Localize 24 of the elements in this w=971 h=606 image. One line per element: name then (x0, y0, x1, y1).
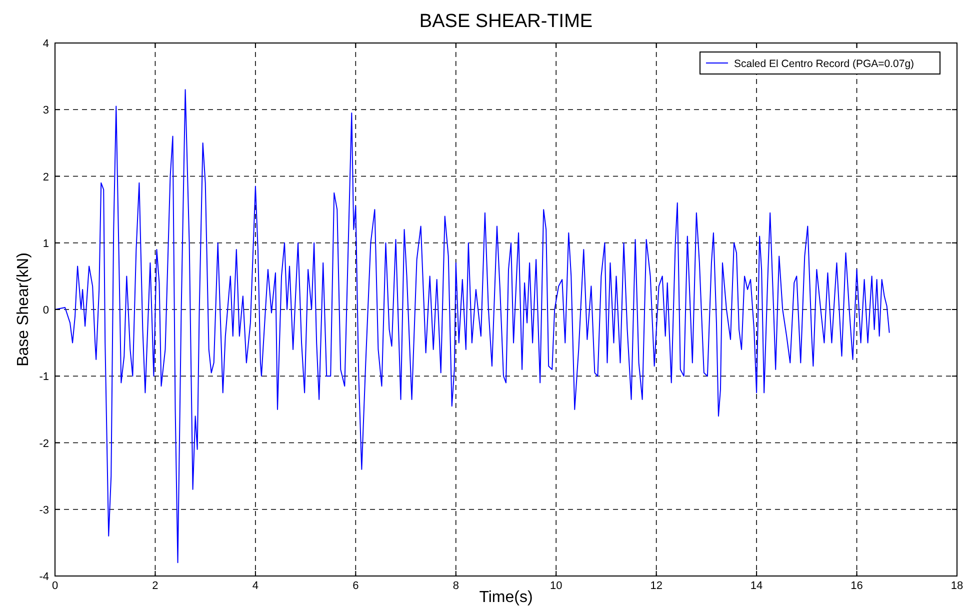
y-tick-label: 2 (42, 171, 49, 184)
x-tick-label: 12 (650, 580, 662, 592)
y-tick-label: 0 (42, 304, 49, 316)
y-tick-label: -4 (39, 571, 49, 583)
x-tick-label: 2 (152, 580, 158, 592)
chart-title: BASE SHEAR-TIME (419, 11, 593, 32)
line-series (54, 89, 890, 564)
y-tick-label: -1 (39, 371, 49, 384)
x-tick-label: 8 (452, 580, 459, 592)
x-tick-label: 4 (252, 580, 259, 592)
x-tick-label: 16 (850, 580, 863, 592)
y-tick-label: 4 (42, 38, 49, 50)
y-tick-label: -2 (39, 438, 49, 450)
x-tick-label: 10 (550, 580, 562, 592)
x-tick-label: 6 (352, 580, 359, 592)
x-tick-label: 14 (750, 580, 763, 592)
y-tick-label: -3 (39, 504, 49, 516)
y-tick-label: 1 (42, 238, 49, 250)
y-tick-label: 3 (42, 104, 49, 117)
x-tick-label: 18 (950, 580, 964, 592)
legend-label: Scaled El Centro Record (PGA=0.07g) (734, 58, 914, 70)
x-axis-title: Time(s) (479, 589, 533, 606)
x-tick-label: 0 (52, 580, 58, 592)
y-axis-title: Base Shear(kN) (15, 252, 32, 366)
